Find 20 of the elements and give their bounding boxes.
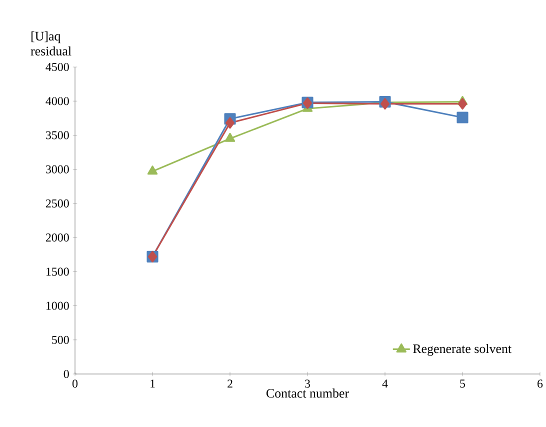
x-tick-label: 4 (382, 380, 388, 388)
y-tick-label: 3000 (46, 165, 69, 174)
x-tick-label: 5 (460, 380, 466, 388)
x-tick-label: 2 (228, 380, 232, 388)
x-tick-label: 0 (72, 380, 78, 388)
legend-label: Regenerate solvent (413, 344, 512, 356)
y-tick-label: 0 (64, 370, 69, 378)
y-tick-label: 1000 (46, 302, 69, 310)
y-axis-title: [U]aq residual (30, 31, 72, 56)
y-tick-label: 2000 (46, 234, 69, 242)
y-tick-label: 4500 (46, 62, 69, 72)
y-tick-label: 4000 (46, 97, 69, 106)
x-axis-title: Contact number (266, 388, 349, 398)
y-tick-label: 3500 (46, 131, 69, 140)
y-tick-label: 2500 (46, 199, 69, 208)
x-tick-label: 1 (150, 380, 155, 388)
y-tick-label: 1500 (46, 268, 69, 276)
y-tick-label: 500 (52, 336, 69, 344)
x-tick-label: 6 (538, 380, 543, 388)
x-tick-label: 3 (305, 380, 310, 388)
